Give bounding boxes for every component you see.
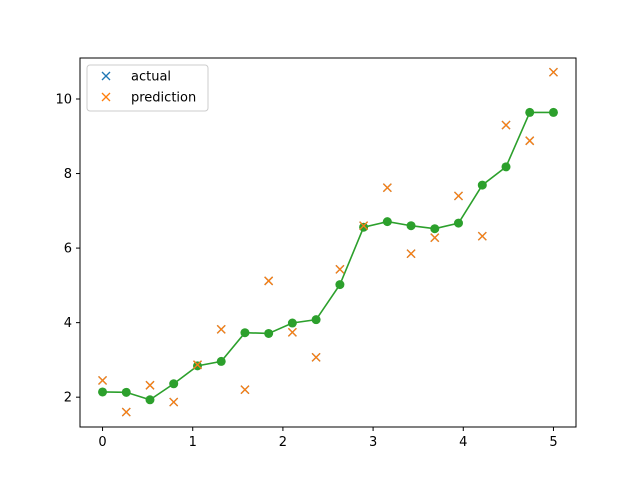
line-point [335,280,345,290]
line-point [430,224,440,234]
line-point [311,315,321,325]
prediction-point-stroke [454,191,463,201]
line-point [121,387,131,397]
prediction-point [359,221,369,231]
axis-layer: 0 1 2 3 4 5 2 4 6 8 10 [55,93,557,451]
prediction-point-stroke [169,397,179,407]
prediction-point-stroke [98,375,108,385]
series-line [102,111,554,401]
prediction-point-stroke [501,120,511,130]
prediction-point [121,407,131,417]
prediction-point [193,360,202,370]
line-point [193,361,203,371]
x-tick-label: 3 [369,435,377,450]
prediction-point [145,380,155,390]
prediction-point-stroke [264,276,274,286]
prediction-point [335,264,345,274]
prediction-point [454,191,463,201]
legend-marker-actual [101,71,111,81]
line-point [264,328,274,338]
prediction-point [548,67,558,77]
prediction-point [287,327,297,337]
prediction-point-stroke [145,380,155,390]
line-point [548,107,558,117]
legend: actual prediction [86,64,209,112]
y-tick-label: 4 [64,316,72,331]
legend-marker-actual-stroke [101,71,111,81]
prediction-point [430,233,440,243]
prediction-point [264,276,274,286]
line-point [216,356,226,366]
plot-frame [79,57,577,428]
plot-layer [98,67,558,417]
legend-label-prediction: prediction [131,91,196,106]
prediction-point [382,183,392,193]
line-point [145,395,155,405]
x-tick-label: 4 [459,435,467,450]
line-point [453,218,463,228]
legend-marker-prediction-stroke [101,92,111,102]
prediction-point-stroke [525,136,535,146]
legend-box [86,64,209,112]
prediction-point-stroke [548,67,558,77]
prediction-point [406,249,416,259]
line-point [382,217,392,227]
prediction-point-stroke [382,183,392,193]
line-point [501,162,511,172]
prediction-point-stroke [430,233,440,243]
x-tick-label: 1 [189,435,197,450]
prediction-point-stroke [311,352,321,362]
y-tick-label: 2 [64,391,72,406]
prediction-point [98,375,108,385]
prediction-point [240,385,250,395]
prediction-point-stroke [121,407,131,417]
prediction-point [477,231,487,241]
prediction-point [216,324,226,334]
y-tick-label: 10 [55,93,72,108]
line-point [406,221,416,231]
prediction-point-stroke [477,231,487,241]
prediction-point-stroke [406,249,416,259]
legend-label-actual: actual [131,70,171,85]
line-point [525,107,535,117]
line-point [287,318,297,328]
y-tick-label: 8 [64,167,72,182]
prediction-point [501,120,511,130]
legend-marker-prediction [101,92,111,102]
x-tick-label: 0 [98,435,106,450]
line-point [240,328,250,338]
prediction-point [169,397,179,407]
legend-items: actual prediction [101,70,196,106]
prediction-point-stroke [216,324,226,334]
x-tick-label: 2 [279,435,287,450]
line-point [98,387,108,397]
prediction-point-stroke [335,264,345,274]
prediction-point-stroke [287,327,297,337]
prediction-point-stroke [193,360,202,370]
line-point [169,379,179,389]
x-tick-label: 5 [549,435,557,450]
prediction-point-stroke [240,385,250,395]
prediction-point [525,136,535,146]
line-point [359,222,369,232]
prediction-point [311,352,321,362]
line-point [477,180,487,190]
y-tick-label: 6 [64,242,72,257]
prediction-point-stroke [359,221,369,231]
